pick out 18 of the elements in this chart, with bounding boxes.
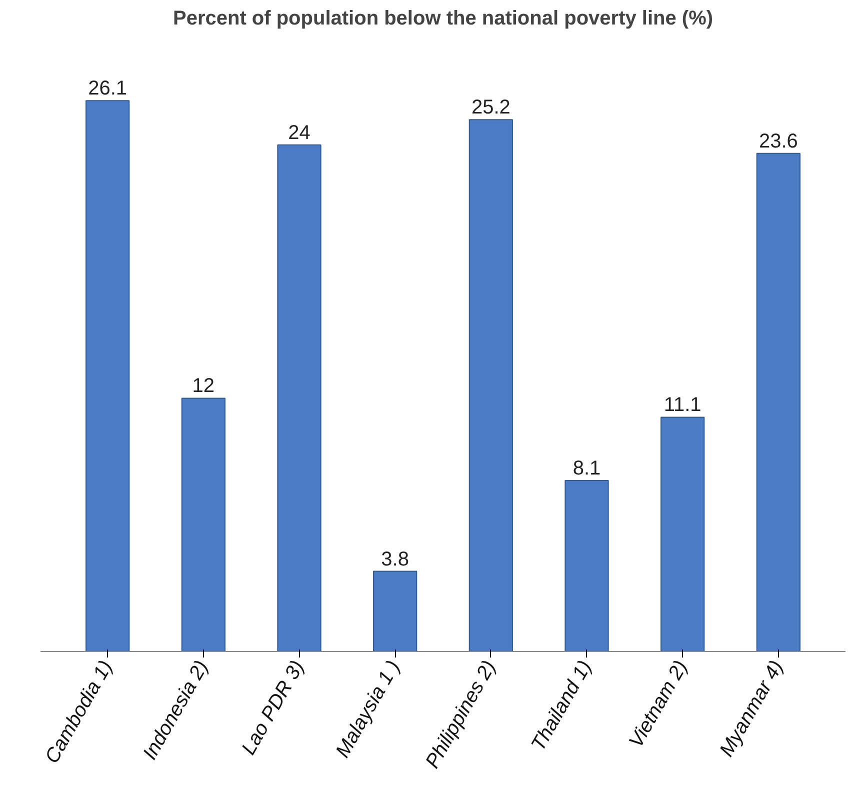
data-label: 11.1 xyxy=(664,394,702,416)
data-label: 3.8 xyxy=(381,548,409,570)
data-label: 12 xyxy=(192,375,215,398)
bar xyxy=(86,100,130,652)
bar xyxy=(660,416,705,652)
bar xyxy=(373,570,418,652)
bar xyxy=(277,144,322,652)
data-label: 25.2 xyxy=(471,96,510,119)
chart-title: Percent of population below the national poverty line (%) xyxy=(172,8,714,30)
data-label: 23.6 xyxy=(758,130,798,152)
x-tick-label: Lao PDR 3) xyxy=(238,657,309,759)
bar xyxy=(756,152,800,652)
data-label: 24 xyxy=(288,122,310,144)
data-label: 8.1 xyxy=(572,458,601,480)
bar xyxy=(564,480,609,652)
bar xyxy=(181,398,226,652)
bar xyxy=(468,119,513,652)
data-label: 26.1 xyxy=(88,78,128,100)
